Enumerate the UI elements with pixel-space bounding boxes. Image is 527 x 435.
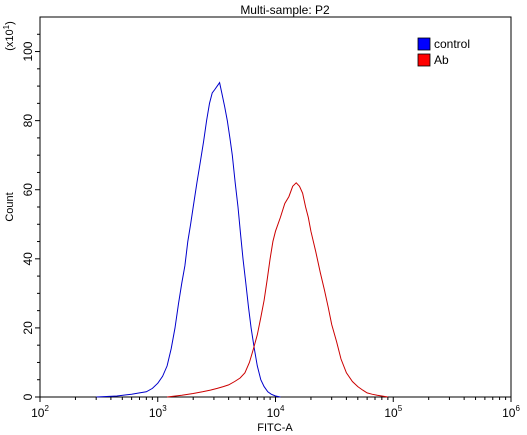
y-tick-label: 80 — [21, 114, 35, 128]
histogram-curves — [96, 81, 388, 398]
x-tick-label: 104 — [267, 404, 285, 420]
x-tick-label: 105 — [384, 404, 402, 420]
y-tick-label: 40 — [21, 252, 35, 266]
y-axis-ticks: 0 20 40 60 80 100 — [21, 33, 40, 400]
legend-swatch-control — [417, 37, 431, 51]
x-axis-label: FITC-A — [257, 422, 293, 434]
y-multiplier-exponent: 1 — [2, 24, 11, 29]
x-tick-label: 106 — [502, 404, 520, 420]
chart-title: Multi-sample: P2 — [240, 3, 330, 17]
plot-area — [39, 16, 512, 398]
y-tick-label: 0 — [21, 393, 35, 400]
y-tick-label: 60 — [21, 183, 35, 197]
series-line-ab — [167, 182, 388, 398]
y-tick-label: 20 — [21, 321, 35, 335]
y-axis-label: Count — [4, 192, 16, 221]
x-tick-label: 103 — [149, 404, 167, 420]
y-multiplier-text: (x10 — [4, 29, 16, 50]
legend: control Ab — [417, 37, 470, 67]
series-line-control — [96, 81, 281, 398]
y-tick-label: 100 — [21, 41, 35, 61]
legend-label-ab: Ab — [434, 53, 449, 67]
legend-label-control: control — [434, 37, 470, 51]
x-tick-label: 102 — [31, 404, 49, 420]
y-axis-multiplier: (x101) — [2, 21, 16, 51]
x-axis-ticks: 102 103 104 105 106 — [31, 397, 520, 420]
legend-swatch-ab — [417, 53, 431, 67]
